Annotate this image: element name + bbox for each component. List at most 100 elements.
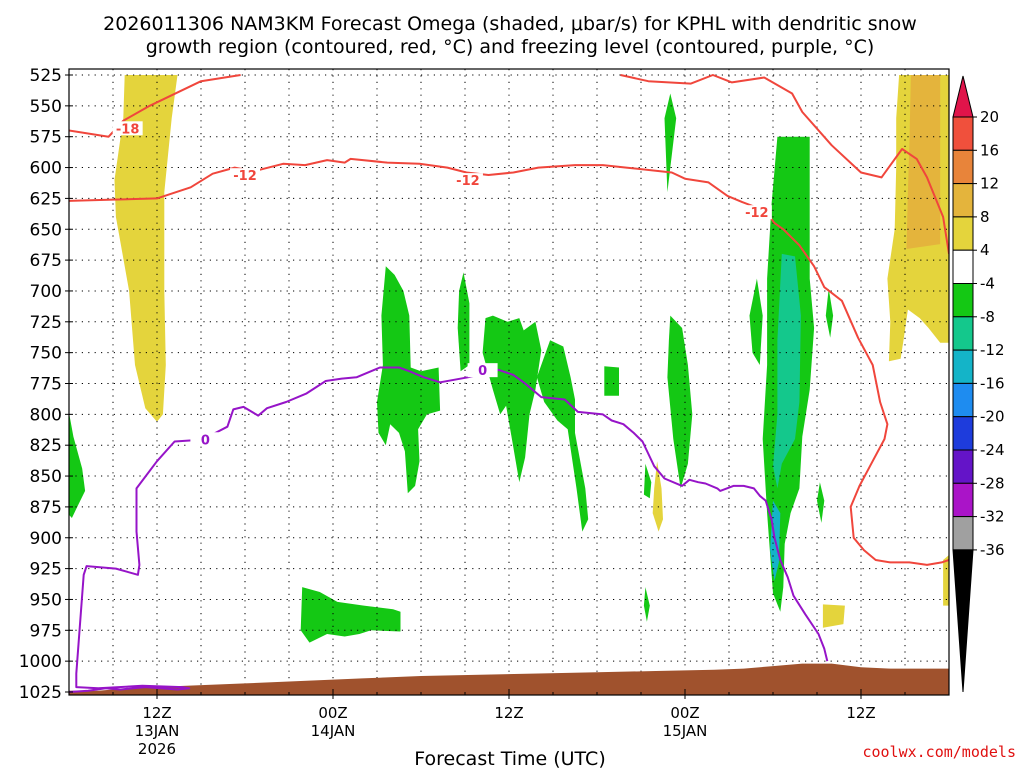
colorbar-label-3: 12 [980,175,999,193]
colorbar-label-14: -36 [980,541,1005,559]
ytick-label-925: 925 [30,560,62,580]
ytick-label-775: 775 [30,375,62,395]
omega-region-10 [643,463,652,499]
xtick-year-1: 2026 [138,740,176,758]
colorbar-bin-9 [952,382,974,418]
colorbar-bin-7 [952,316,974,351]
colorbar-label-13: -32 [980,508,1005,526]
y-axis: 525 550 575 600 625 650 675 700 725 750 775 800 825 8… [19,66,73,703]
colorbar-label-7: -8 [980,308,995,326]
omega-shading-layer [69,75,949,643]
xtick-date-2: 14JAN [311,722,356,740]
ytick-label-725: 725 [30,313,62,333]
omega-region-22 [943,555,949,606]
omega-region-9 [667,315,693,489]
dgz-contour-2 [620,74,949,255]
freezing-label-a-bg [190,432,221,447]
xtick-label-3: 12Z [494,704,523,722]
dgz-label-a: -18 [116,122,140,137]
colorbar-bin-3 [952,183,974,218]
colorbar-bin-2 [952,149,974,185]
plot-area: -18 -12 -12 -12 0 0 [68,68,950,696]
colorbar-label-4: 8 [980,208,990,226]
colorbar-label-2: 16 [980,141,999,159]
ytick-label-875: 875 [30,498,62,518]
dgz-label-d: -12 [745,206,769,221]
colorbar-bin-12 [952,482,974,518]
colorbar-label-10: -20 [980,408,1005,426]
ytick-label-750: 750 [30,344,62,364]
colorbar-label-12: -28 [980,474,1005,492]
omega-region-5 [482,315,542,483]
dgz-contour-3 [69,157,949,566]
ytick-label-800: 800 [30,405,62,425]
colorbar-bottom-arrow [952,549,974,693]
colorbar-bin-11 [952,449,974,484]
omega-region-1 [69,412,86,518]
ytick-label-600: 600 [30,159,62,179]
ytick-label-675: 675 [30,251,62,271]
omega-region-4 [457,272,470,372]
colorbar-label-11: -24 [980,441,1005,459]
ytick-label-525: 525 [30,66,62,86]
colorbar-bin-8 [952,349,974,384]
xtick-label-5: 12Z [846,704,875,722]
omega-region-2 [300,587,401,643]
ytick-label-1000: 1000 [19,652,62,672]
terrain-layer [69,663,949,695]
colorbar-label-5: 4 [980,241,990,259]
ytick-label-550: 550 [30,97,62,117]
xtick-date-4: 15JAN [663,722,708,740]
omega-region-15 [817,482,825,523]
colorbar-bin-4 [952,216,974,251]
terrain-fill [69,663,949,695]
freezing-label-a: 0 [201,433,210,448]
omega-region-6 [536,340,589,532]
ytick-label-625: 625 [30,189,62,209]
chart-title-line-2: growth region (contoured, red, °C) and f… [146,36,875,58]
xtick-label-1: 12Z [142,704,171,722]
omega-region-20 [822,604,845,628]
omega-region-11 [643,587,650,622]
xtick-label-4: 00Z [670,704,699,722]
omega-region-16 [773,253,801,489]
omega-region-8 [664,93,677,193]
ytick-label-900: 900 [30,529,62,549]
chart-title-line-1: 2026011306 NAM3KM Forecast Omega (shaded… [103,13,917,35]
dgz-label-c-bg [452,173,483,188]
contour-layer: -18 -12 -12 -12 0 0 [69,74,949,693]
ytick-label-1025: 1025 [19,683,62,703]
ytick-label-975: 975 [30,621,62,641]
ytick-label-700: 700 [30,282,62,302]
ytick-label-575: 575 [30,128,62,148]
colorbar-bin-6 [952,283,974,318]
ytick-label-950: 950 [30,590,62,610]
colorbar-bin-1 [952,116,974,151]
freezing-label-b: 0 [478,364,487,379]
colorbar-label-9: -16 [980,374,1005,392]
dgz-contour-1 [69,74,241,138]
omega-region-3 [377,266,441,494]
colorbar-label-8: -12 [980,341,1005,359]
omega-region-13 [749,278,763,365]
ytick-label-850: 850 [30,467,62,487]
colorbar-top-arrow [952,75,974,118]
dgz-label-b: -12 [233,169,257,184]
credit-text: coolwx.com/models [862,743,1016,761]
freezing-label-b-bg [467,363,498,378]
colorbar-label-6: -4 [980,275,995,293]
colorbar-bin-10 [952,416,974,451]
omega-region-7 [604,366,619,396]
dgz-label-c: -12 [456,174,480,189]
xtick-date-1: 13JAN [135,722,180,740]
ytick-label-650: 650 [30,220,62,240]
omega-region-19 [652,461,663,532]
dgz-label-b-bg [230,168,260,183]
dgz-label-a-bg [112,121,143,136]
ytick-label-825: 825 [30,436,62,456]
colorbar-bin-13 [952,516,974,551]
omega-region-14 [825,288,834,338]
omega-region-23 [906,75,941,249]
